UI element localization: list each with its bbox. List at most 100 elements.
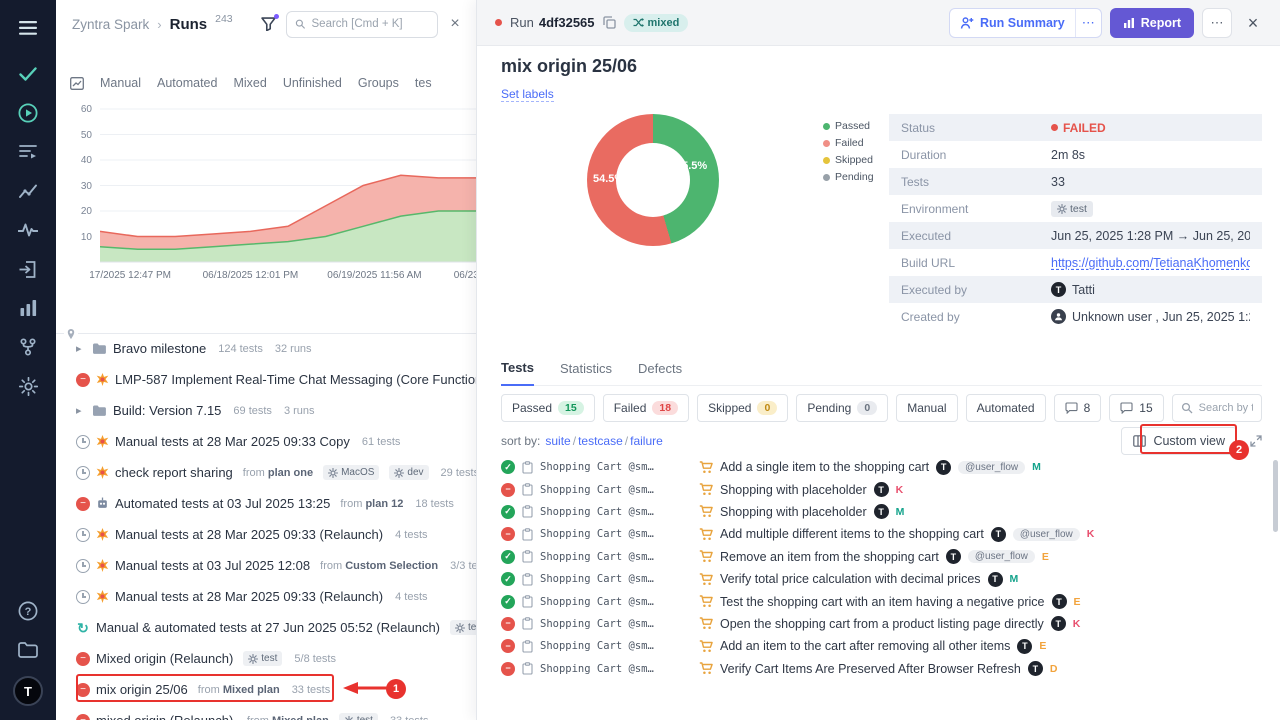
- test-title[interactable]: Add multiple different items to the shop…: [720, 527, 984, 542]
- detail-row-status: Status FAILED: [889, 114, 1262, 141]
- tab-defects[interactable]: Defects: [638, 361, 683, 376]
- test-row[interactable]: ✓ Shopping Cart @sm… Add a single item to …: [501, 456, 1262, 478]
- test-list-icon[interactable]: [15, 139, 41, 165]
- test-row[interactable]: − Shopping Cart @sm… Shopping with placeho…: [501, 478, 1262, 500]
- runs-panel-close-icon[interactable]: ×: [444, 15, 466, 33]
- test-title[interactable]: Remove an item from the shopping cart: [720, 549, 939, 564]
- sort-by-suite[interactable]: suite: [545, 434, 571, 448]
- runs-tab-groups[interactable]: Groups: [357, 76, 399, 90]
- runs-tab-unfinished[interactable]: Unfinished: [282, 76, 342, 90]
- run-row[interactable]: − mix origin 25/06 from Mixed plan 33 tests: [56, 674, 476, 705]
- test-row[interactable]: ✓ Shopping Cart @sm… Verify total price ca…: [501, 568, 1262, 590]
- branch-icon[interactable]: [15, 334, 41, 360]
- test-row[interactable]: ✓ Shopping Cart @sm… Shopping with placeho…: [501, 501, 1262, 523]
- run-group-row[interactable]: ▸ Bravo milestone 124 tests 32 runs: [56, 333, 476, 364]
- import-icon[interactable]: [15, 256, 41, 282]
- activity-pulse-icon[interactable]: [15, 217, 41, 243]
- run-row[interactable]: − Automated tests at 03 Jul 2025 13:25 fro…: [56, 488, 476, 519]
- settings-gear-icon[interactable]: [15, 373, 41, 399]
- tab-tests[interactable]: Tests: [501, 360, 534, 386]
- scrollbar-thumb[interactable]: [1273, 460, 1278, 532]
- assignee-letter-badge: M: [1032, 461, 1041, 474]
- runs-tab-automated[interactable]: Automated: [157, 76, 218, 90]
- test-row[interactable]: ✓ Shopping Cart @sm… Remove an item from t…: [501, 546, 1262, 568]
- run-summary-button[interactable]: Run Summary: [950, 9, 1075, 37]
- svg-text:?: ?: [25, 606, 32, 618]
- build-url-link[interactable]: https://github.com/TetianaKhomenko/Load-…: [1051, 255, 1250, 270]
- test-title[interactable]: Open the shopping cart from a product li…: [720, 616, 1044, 631]
- trend-chart-toggle-icon[interactable]: [70, 76, 84, 90]
- filter-funnel-button[interactable]: [256, 12, 280, 36]
- run-row[interactable]: Manual tests at 28 Mar 2025 09:33 (Relau…: [56, 581, 476, 612]
- expand-icon[interactable]: [1250, 435, 1262, 447]
- tests-list: ✓ Shopping Cart @sm… Add a single item to …: [501, 456, 1262, 720]
- run-row[interactable]: Manual tests at 28 Mar 2025 09:33 Copy 61…: [56, 426, 476, 457]
- chevron-right-icon[interactable]: ▸: [76, 343, 82, 355]
- run-summary-more-button[interactable]: ⋯: [1074, 8, 1101, 37]
- failed-status-icon: −: [501, 616, 515, 631]
- runs-play-icon[interactable]: [15, 100, 41, 126]
- breadcrumb-project[interactable]: Zyntra Spark: [72, 16, 150, 32]
- close-detail-icon[interactable]: ×: [1240, 14, 1266, 32]
- user-avatar[interactable]: T: [13, 676, 43, 706]
- run-row[interactable]: ↻ Manual & automated tests at 27 Jun 2025…: [56, 612, 476, 643]
- run-row[interactable]: − LMP-587 Implement Real-Time Chat Messag…: [56, 364, 476, 395]
- test-row[interactable]: ✓ Shopping Cart @sm… Test the shopping car…: [501, 590, 1262, 612]
- runs-search-box[interactable]: [286, 10, 438, 38]
- sort-by-failure[interactable]: failure: [630, 434, 663, 448]
- test-title[interactable]: Add a single item to the shopping cart: [720, 460, 930, 475]
- runs-tab-tes[interactable]: tes: [414, 76, 432, 90]
- run-row[interactable]: Manual tests at 03 Jul 2025 12:08 from Cu…: [56, 550, 476, 581]
- tab-statistics[interactable]: Statistics: [560, 361, 613, 376]
- test-title[interactable]: Shopping with placeholder: [720, 504, 867, 519]
- burst-icon: [96, 590, 109, 603]
- test-row[interactable]: − Shopping Cart @sm… Verify Cart Items Are…: [501, 658, 1262, 680]
- test-title[interactable]: Verify Cart Items Are Preserved After Br…: [720, 661, 1021, 676]
- custom-view-button[interactable]: Custom view: [1121, 427, 1237, 455]
- run-title: mix origin 25/06: [501, 56, 638, 76]
- run-group-row[interactable]: ▸ Build: Version 7.15 69 tests 3 runs: [56, 395, 476, 426]
- clipboard-icon: [522, 572, 533, 586]
- runs-tab-mixed[interactable]: Mixed: [233, 76, 267, 90]
- filter-passed-button[interactable]: Passed 15: [501, 394, 595, 422]
- menu-icon[interactable]: [15, 15, 41, 41]
- test-title[interactable]: Shopping with placeholder: [720, 482, 867, 497]
- messages-filter-button[interactable]: 15: [1109, 394, 1164, 422]
- help-icon[interactable]: ?: [15, 598, 41, 624]
- test-row[interactable]: − Shopping Cart @sm… Add an item to the ca…: [501, 635, 1262, 657]
- run-row[interactable]: check report sharing from plan one MacOS de…: [56, 457, 476, 488]
- filter-automated-button[interactable]: Automated: [965, 394, 1046, 422]
- filter-pending-button[interactable]: Pending 0: [796, 394, 889, 422]
- tests-search-box[interactable]: [1171, 394, 1262, 422]
- test-row[interactable]: − Shopping Cart @sm… Add multiple differen…: [501, 523, 1262, 545]
- projects-folder-icon[interactable]: [15, 637, 41, 663]
- cart-icon: [699, 572, 713, 586]
- reports-bar-icon[interactable]: [15, 295, 41, 321]
- run-row[interactable]: Manual tests at 28 Mar 2025 09:33 (Relau…: [56, 519, 476, 550]
- chevron-right-icon[interactable]: ▸: [76, 405, 82, 417]
- clipboard-icon: [522, 505, 533, 519]
- test-title[interactable]: Add an item to the cart after removing a…: [720, 639, 1011, 654]
- run-row[interactable]: − Mixed origin (Relaunch) test 5/8 tests: [56, 643, 476, 674]
- more-actions-button[interactable]: ⋯: [1202, 7, 1232, 38]
- tests-search-input[interactable]: [1198, 402, 1253, 414]
- chart-line-icon[interactable]: [15, 178, 41, 204]
- sort-by-testcase[interactable]: testcase: [578, 434, 623, 448]
- report-button[interactable]: Report: [1109, 7, 1194, 38]
- check-icon[interactable]: [15, 61, 41, 87]
- test-row[interactable]: − Shopping Cart @sm… Open the shopping car…: [501, 613, 1262, 635]
- filter-manual-button[interactable]: Manual: [896, 394, 958, 422]
- cart-icon: [699, 617, 713, 630]
- set-labels-link[interactable]: Set labels: [501, 87, 554, 102]
- comments-filter-button[interactable]: 8: [1053, 394, 1102, 422]
- filter-failed-button[interactable]: Failed 18: [602, 394, 690, 422]
- runs-search-input[interactable]: [311, 18, 429, 30]
- test-title[interactable]: Test the shopping cart with an item havi…: [720, 594, 1045, 609]
- filter-skipped-button[interactable]: Skipped 0: [697, 394, 789, 422]
- run-row[interactable]: −mixed origin (Relaunch), from Mixed plan…: [56, 705, 476, 720]
- runs-tab-manual[interactable]: Manual: [100, 76, 141, 90]
- test-title[interactable]: Verify total price calculation with deci…: [720, 572, 981, 587]
- copy-run-id-icon[interactable]: [602, 16, 616, 29]
- sort-row: sort by: suite / testcase / failure Custom v…: [501, 426, 1262, 456]
